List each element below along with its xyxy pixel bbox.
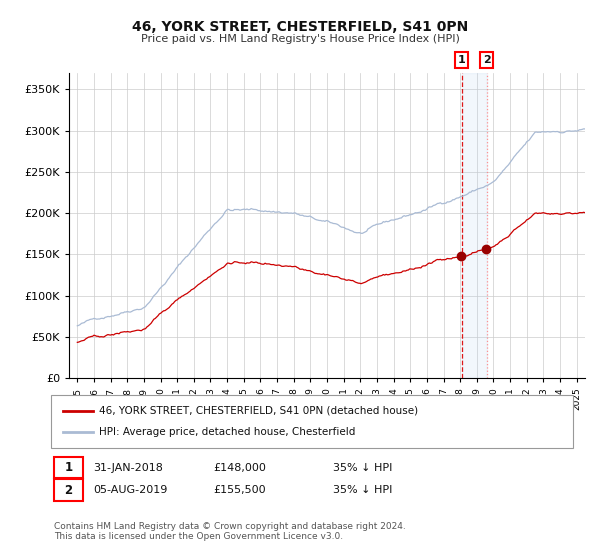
Text: Contains HM Land Registry data © Crown copyright and database right 2024.: Contains HM Land Registry data © Crown c… — [54, 522, 406, 531]
Text: £148,000: £148,000 — [213, 463, 266, 473]
Text: 35% ↓ HPI: 35% ↓ HPI — [333, 463, 392, 473]
Bar — [461, 73, 487, 378]
Text: HPI: Average price, detached house, Chesterfield: HPI: Average price, detached house, Ches… — [99, 427, 355, 437]
Text: 35% ↓ HPI: 35% ↓ HPI — [333, 485, 392, 495]
Text: 46, YORK STREET, CHESTERFIELD, S41 0PN (detached house): 46, YORK STREET, CHESTERFIELD, S41 0PN (… — [99, 406, 418, 416]
Text: 2: 2 — [64, 483, 73, 497]
Text: 46, YORK STREET, CHESTERFIELD, S41 0PN: 46, YORK STREET, CHESTERFIELD, S41 0PN — [132, 20, 468, 34]
Text: This data is licensed under the Open Government Licence v3.0.: This data is licensed under the Open Gov… — [54, 532, 343, 541]
Text: 1: 1 — [458, 55, 466, 65]
Text: 31-JAN-2018: 31-JAN-2018 — [93, 463, 163, 473]
Text: £155,500: £155,500 — [213, 485, 266, 495]
Text: 05-AUG-2019: 05-AUG-2019 — [93, 485, 167, 495]
Text: Price paid vs. HM Land Registry's House Price Index (HPI): Price paid vs. HM Land Registry's House … — [140, 34, 460, 44]
Text: 2: 2 — [482, 55, 490, 65]
Text: 1: 1 — [64, 461, 73, 474]
